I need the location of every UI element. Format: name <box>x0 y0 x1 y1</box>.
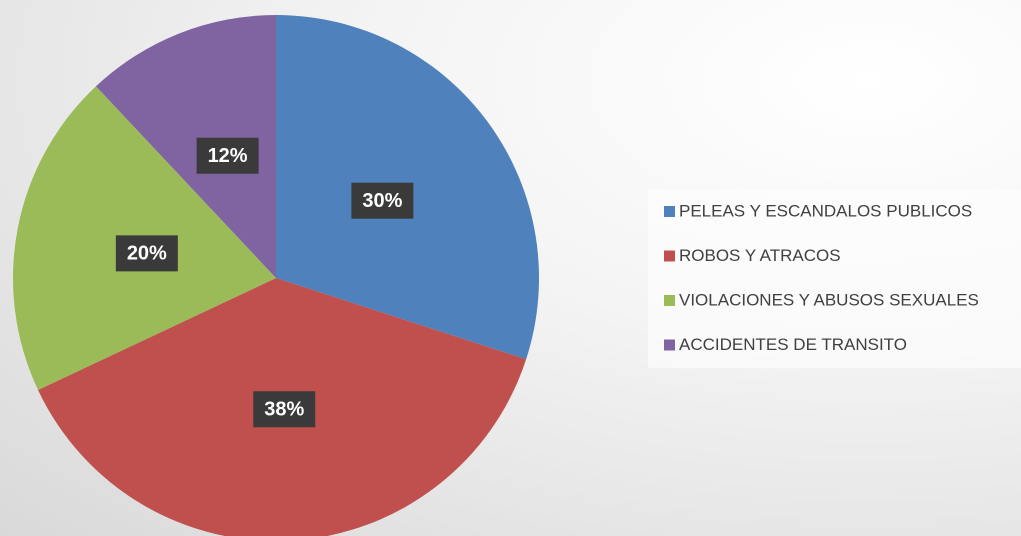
data-label: 30% <box>362 190 402 212</box>
data-label-box <box>253 391 316 428</box>
data-label-box <box>351 182 414 219</box>
legend-label: VIOLACIONES Y ABUSOS SEXUALES <box>679 290 979 309</box>
legend-marker <box>664 250 675 262</box>
legend-label: ACCIDENTES DE TRANSITO <box>679 335 907 354</box>
legend-label: ROBOS Y ATRACOS <box>679 246 841 265</box>
legend-label: PELEAS Y ESCANDALOS PUBLICOS <box>679 201 972 220</box>
legend-marker <box>664 339 675 351</box>
data-label: 38% <box>264 399 304 421</box>
data-label-box <box>196 137 259 174</box>
data-label-box <box>115 235 178 272</box>
legend-marker <box>664 295 675 306</box>
legend-box <box>648 190 1021 368</box>
data-label: 12% <box>208 145 248 167</box>
data-label: 20% <box>127 243 167 265</box>
legend-marker <box>664 206 675 217</box>
pie-slice <box>95 15 276 278</box>
